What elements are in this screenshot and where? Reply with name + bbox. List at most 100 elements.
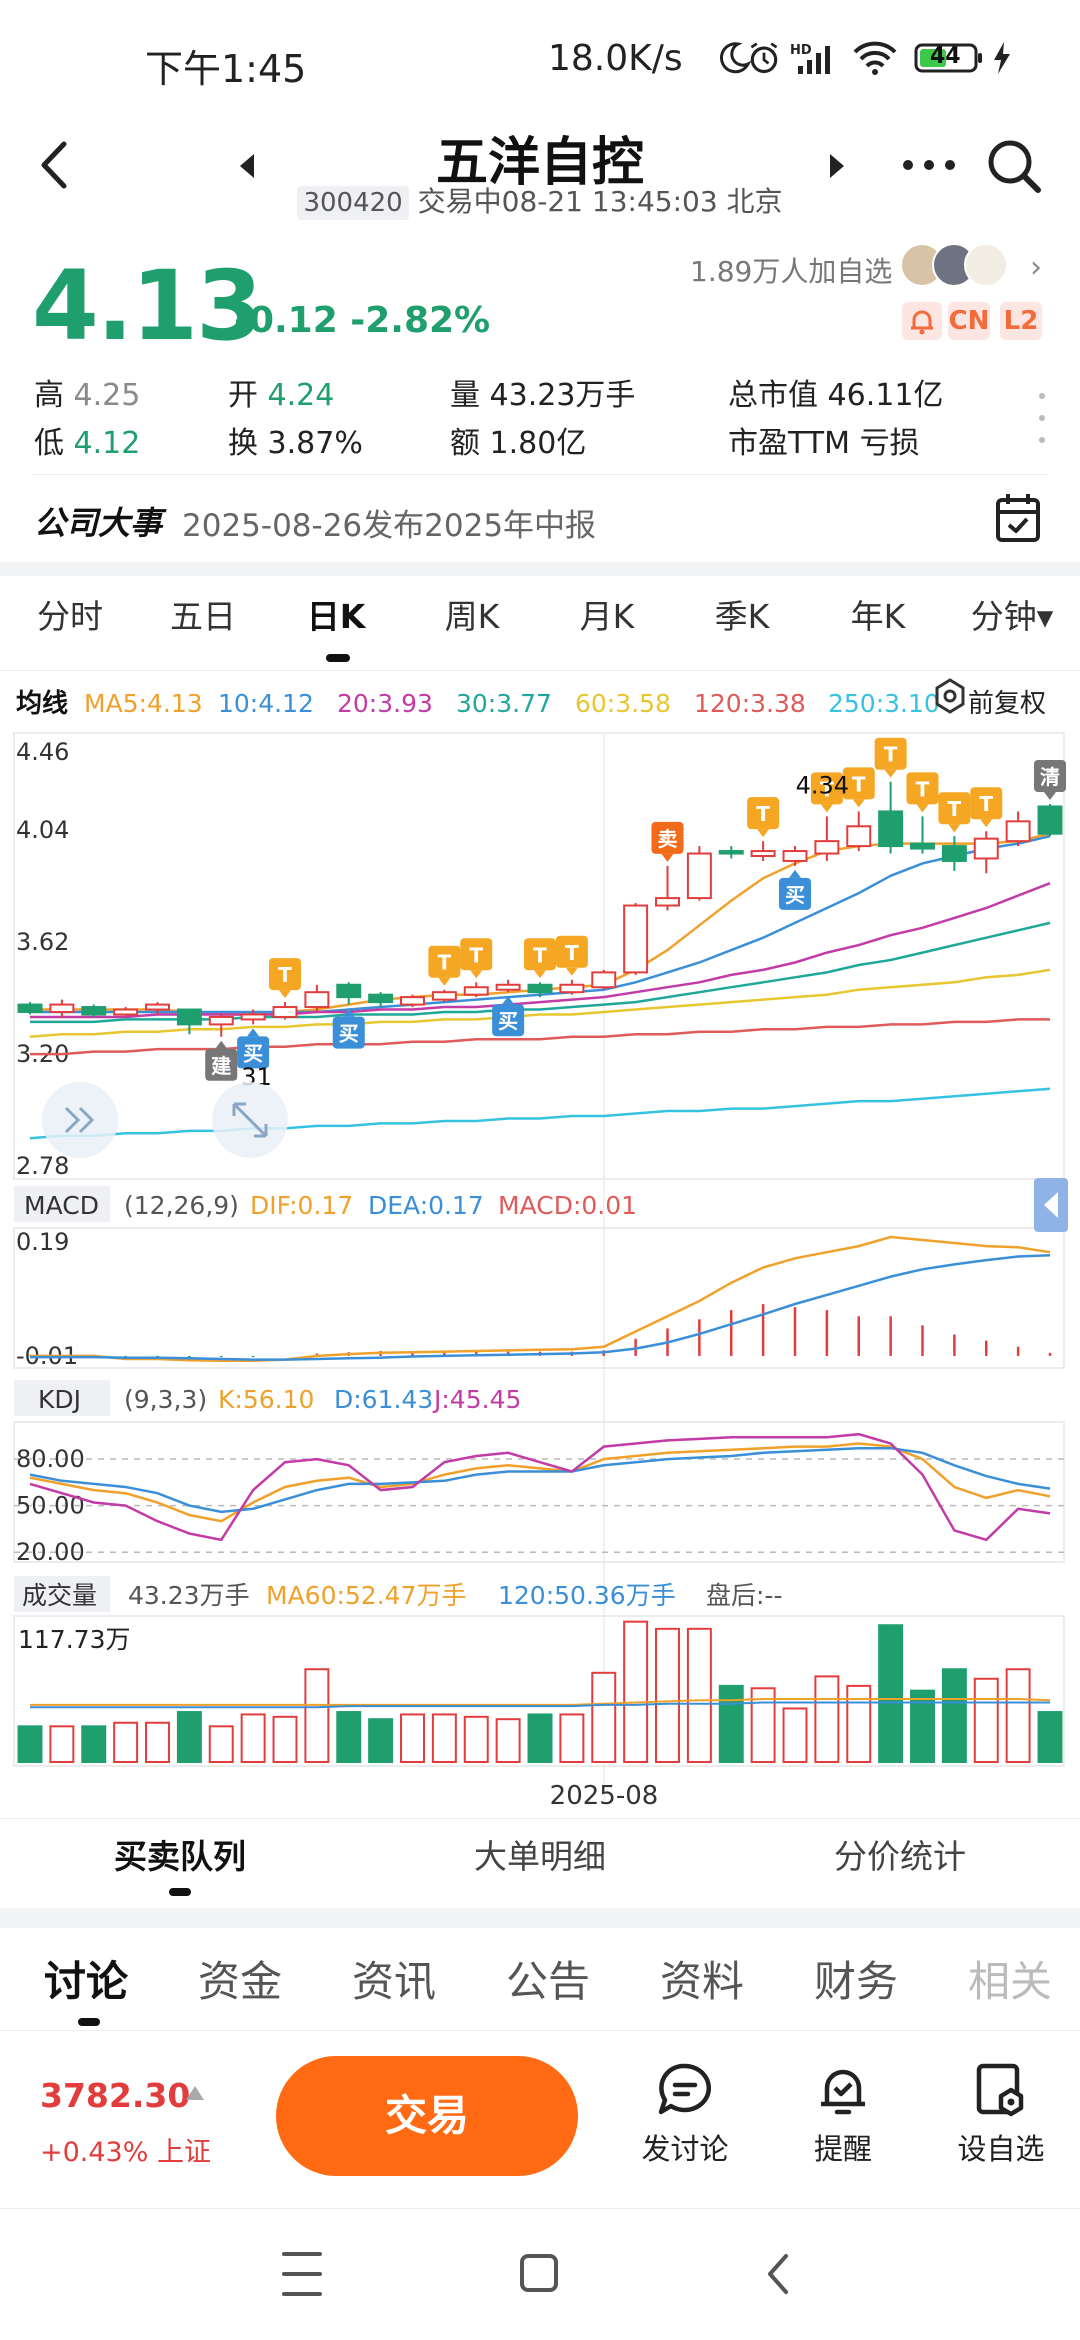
reminder-button[interactable]: 提醒 <box>788 2060 898 2168</box>
trade-marker[interactable]: T <box>460 938 493 979</box>
volume-tab[interactable] <box>14 1576 110 1612</box>
macd-title: MACD <box>24 1191 99 1220</box>
trade-marker[interactable]: 买 <box>779 869 811 910</box>
candle <box>527 982 553 998</box>
ma-legend: MA5:4.13 10:4.12 20:3.93 30:3.77 60:3.58 120:… <box>84 689 940 718</box>
trade-marker[interactable]: T <box>938 792 971 833</box>
tab-related[interactable]: 相关 <box>968 1957 1053 2006</box>
tab-quarterly-k[interactable]: 季K <box>714 597 770 636</box>
trade-marker[interactable]: T <box>906 772 939 813</box>
svg-text:T: T <box>820 777 834 801</box>
tab-yearly-k[interactable]: 年K <box>850 597 906 636</box>
kdj-d-label: D:61.43 <box>334 1385 433 1414</box>
chevron-right-icon[interactable]: › <box>1030 250 1042 285</box>
tab-price-stats[interactable]: 分价统计 <box>834 1837 966 1876</box>
trade-marker[interactable]: T <box>524 938 556 979</box>
back-nav-button[interactable] <box>768 2254 788 2294</box>
trade-marker[interactable]: 建 <box>205 1040 238 1081</box>
divider <box>0 2030 1080 2031</box>
trade-marker[interactable]: 买 <box>237 1028 270 1069</box>
tab-announcements[interactable]: 公告 <box>506 1957 591 2006</box>
trade-marker[interactable]: 买 <box>492 996 525 1037</box>
watcher-count[interactable]: 1.89万人加自选 <box>690 255 893 288</box>
trade-marker[interactable]: T <box>555 935 588 976</box>
volume-bar <box>1037 1711 1063 1763</box>
svg-text:T: T <box>565 941 579 965</box>
alarm-icon <box>750 42 778 74</box>
tab-financials[interactable]: 财务 <box>814 1957 899 2006</box>
volume-bar <box>400 1713 425 1764</box>
adjust-toggle[interactable]: 前复权 <box>935 678 1046 719</box>
trade-marker[interactable]: T <box>842 767 875 808</box>
watcher-avatars[interactable] <box>900 242 1018 288</box>
trade-marker[interactable]: T <box>970 787 1003 828</box>
trade-marker[interactable]: 卖 <box>651 821 684 862</box>
kdj-tab[interactable] <box>14 1380 110 1416</box>
home-nav-button[interactable] <box>520 2254 558 2292</box>
macd-value-label: MACD:0.01 <box>498 1191 637 1220</box>
tab-order-queue[interactable]: 买卖队列 <box>114 1837 246 1876</box>
volume-bar <box>1005 1668 1031 1763</box>
trade-marker[interactable]: T <box>810 772 843 813</box>
tab-intraday[interactable]: 分时 <box>37 597 103 636</box>
cn-badge[interactable]: CN <box>948 302 990 340</box>
candle <box>655 865 680 911</box>
trade-status: 交易中08-21 13:45:03 北京 <box>417 185 783 218</box>
volume-bar <box>750 1687 776 1763</box>
home-icon <box>520 2254 558 2292</box>
tab-funds[interactable]: 资金 <box>198 1957 283 2006</box>
alert-bell-icon[interactable] <box>902 302 942 340</box>
add-watchlist-button[interactable]: 设自选 <box>946 2060 1056 2168</box>
tab-five-day[interactable]: 五日 <box>170 597 236 636</box>
fullscreen-button[interactable] <box>212 1082 288 1158</box>
calendar-icon[interactable] <box>994 492 1042 544</box>
chevron-left-icon[interactable] <box>1044 1192 1058 1218</box>
trade-marker[interactable]: T <box>428 945 461 986</box>
macd-tab[interactable] <box>14 1186 110 1222</box>
trade-marker[interactable]: T <box>747 797 780 838</box>
stat-volume: 量 43.23万手 <box>450 378 636 413</box>
tab-minute[interactable]: 分钟▾ <box>970 597 1054 636</box>
tab-discussion[interactable]: 讨论 <box>44 1957 129 2006</box>
trade-marker[interactable]: T <box>874 737 907 778</box>
divider <box>0 2208 1080 2209</box>
tab-monthly-k[interactable]: 月K <box>579 597 635 636</box>
kline-chart[interactable]: 均线 MA5:4.13 10:4.12 20:3.93 30:3.77 60:3.58 1… <box>0 676 1080 1826</box>
candle <box>176 1008 202 1035</box>
trade-marker[interactable]: T <box>269 958 301 999</box>
trade-marker[interactable]: 清 <box>1034 760 1066 800</box>
trade-button[interactable]: 交易 <box>276 2056 578 2176</box>
candle <box>113 1007 139 1017</box>
macd-line-dif <box>30 1235 1051 1363</box>
back-button[interactable] <box>30 130 80 200</box>
svg-text:建: 建 <box>211 1054 231 1078</box>
menu-nav-button[interactable] <box>282 2252 322 2296</box>
macd-axis: 0.19-0.01 <box>16 1228 78 1370</box>
expand-side-button[interactable] <box>42 1082 118 1158</box>
volume-bar <box>527 1713 553 1764</box>
tab-weekly-k[interactable]: 周K <box>444 597 500 636</box>
divider <box>0 670 1080 671</box>
search-icon[interactable] <box>984 136 1044 196</box>
add-watchlist-label: 设自选 <box>957 2132 1045 2166</box>
prev-stock-button[interactable] <box>232 148 262 184</box>
index-change[interactable]: +0.43% 上证 <box>40 2137 211 2168</box>
more-vertical-icon[interactable] <box>1038 388 1046 448</box>
l2-badge[interactable]: L2 <box>1000 302 1042 340</box>
candle <box>49 999 75 1017</box>
post-discussion-button[interactable]: 发讨论 <box>630 2060 740 2168</box>
tab-large-orders[interactable]: 大单明细 <box>474 1837 606 1876</box>
tab-profile[interactable]: 资料 <box>660 1957 745 2006</box>
more-icon[interactable] <box>896 140 962 190</box>
company-events-text[interactable]: 2025-08-26发布2025年中报 <box>182 508 597 544</box>
tab-underline <box>78 2018 100 2026</box>
tab-underline <box>326 654 350 662</box>
ma-line-ma250 <box>29 1087 1051 1140</box>
next-stock-button[interactable] <box>822 148 852 184</box>
tab-news[interactable]: 资讯 <box>352 1957 437 2006</box>
macd-axis-label: 0.19 <box>16 1228 69 1256</box>
tab-daily-k[interactable]: 日K <box>306 597 366 636</box>
trade-marker[interactable]: 买 <box>332 1008 365 1049</box>
index-value[interactable]: 3782.30 <box>40 2076 191 2115</box>
charging-icon <box>994 42 1010 74</box>
